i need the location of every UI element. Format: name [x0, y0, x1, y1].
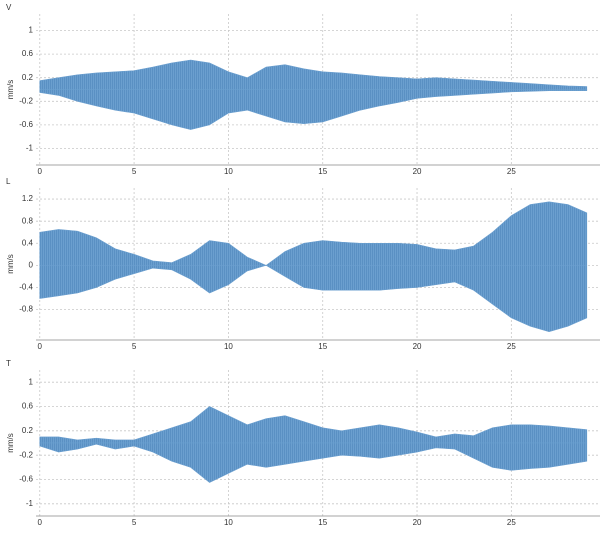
x-tick-label: 15 [318, 167, 327, 176]
y-tick-label: -0.2 [19, 450, 33, 459]
x-tick-label: 0 [38, 342, 43, 351]
y-tick-label: 1.2 [22, 194, 34, 203]
signal-envelope [39, 89, 588, 130]
y-tick-label: -0.6 [19, 120, 33, 129]
x-tick-label: 20 [413, 518, 422, 527]
x-tick-label: 5 [132, 167, 137, 176]
x-tick-label: 10 [224, 167, 233, 176]
y-tick-label: -0.8 [19, 305, 33, 314]
axis-title: T [6, 359, 11, 368]
axis-title: V [6, 3, 12, 12]
y-tick-label: -1 [26, 144, 34, 153]
y-axis-label: mm/s [6, 254, 15, 274]
y-tick-label: 0 [29, 260, 34, 269]
x-tick-label: 20 [413, 342, 422, 351]
x-tick-label: 10 [224, 342, 233, 351]
x-tick-label: 10 [224, 518, 233, 527]
y-tick-label: 0.6 [22, 49, 34, 58]
y-tick-label: 0.2 [22, 426, 34, 435]
y-tick-label: 0.4 [22, 238, 34, 247]
signal-envelope [39, 442, 588, 483]
y-tick-label: -1 [26, 499, 34, 508]
y-tick-label: -0.6 [19, 475, 33, 484]
x-tick-label: 5 [132, 342, 137, 351]
signal-envelope [39, 265, 588, 333]
x-tick-label: 15 [318, 518, 327, 527]
x-tick-label: 0 [38, 518, 43, 527]
x-tick-label: 15 [318, 342, 327, 351]
x-tick-label: 0 [38, 167, 43, 176]
y-axis-label: mm/s [6, 433, 15, 453]
axis-title: L [6, 177, 11, 186]
x-tick-label: 5 [132, 518, 137, 527]
y-tick-label: -0.2 [19, 96, 33, 105]
y-tick-label: 0.8 [22, 216, 34, 225]
x-tick-label: 25 [507, 167, 516, 176]
y-tick-label: 1 [29, 26, 34, 35]
y-tick-label: -0.4 [19, 283, 33, 292]
signal-envelope [39, 59, 588, 90]
x-tick-label: 25 [507, 342, 516, 351]
signal-envelope [39, 201, 588, 266]
x-tick-label: 20 [413, 167, 422, 176]
y-axis-label: mm/s [6, 80, 15, 100]
signal-envelope [39, 406, 588, 444]
y-tick-label: 0.2 [22, 73, 34, 82]
x-tick-label: 25 [507, 518, 516, 527]
y-tick-label: 0.6 [22, 402, 34, 411]
y-tick-label: 1 [29, 377, 34, 386]
